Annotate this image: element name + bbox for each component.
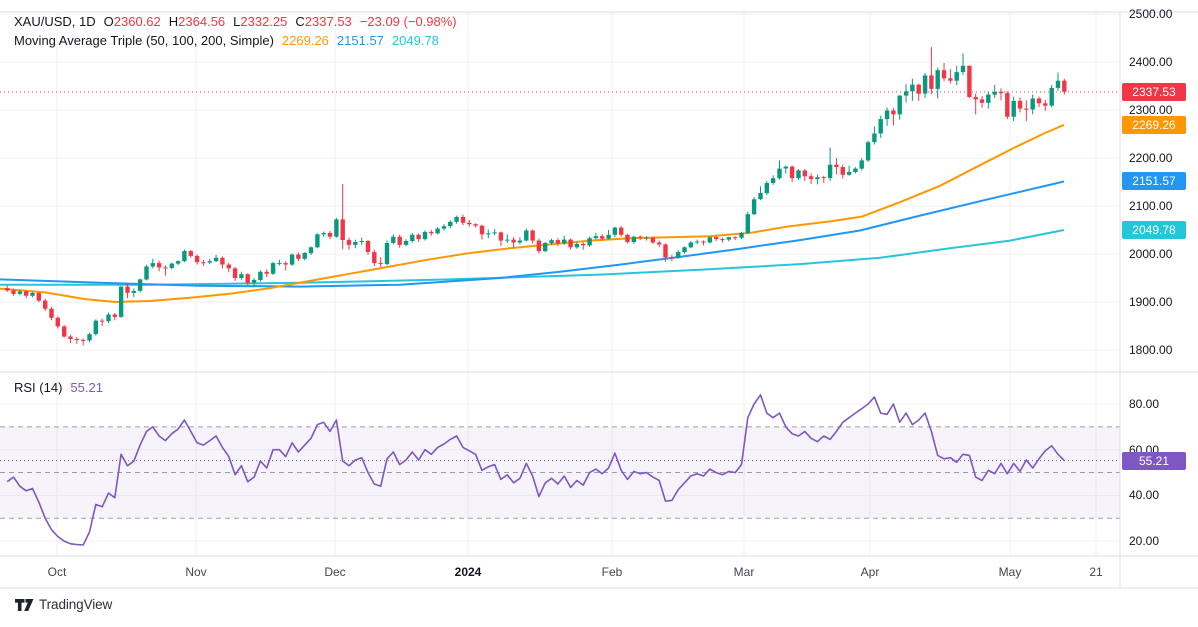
ohlc-label-o: O [103, 14, 114, 29]
time-tick-label: May [998, 565, 1022, 579]
rsi-indicator-title: RSI (14) [14, 380, 63, 395]
change-value: −23.09 (−0.98%) [359, 14, 457, 29]
rsi-badge: 55.21 [1122, 451, 1186, 470]
time-tick-label: Apr [860, 565, 880, 579]
price-badge: 2049.78 [1122, 221, 1186, 240]
tradingview-brand-text: TradingView [39, 597, 113, 612]
ohlc-label-l: L [233, 14, 241, 29]
ohlc-value-h: 2364.56 [178, 14, 226, 29]
time-tick-label: Dec [324, 565, 346, 579]
ma-value-200: 2049.78 [391, 33, 439, 48]
price-tick-label: 2200.00 [1129, 151, 1173, 165]
ma-indicator-legend-row[interactable]: Moving Average Triple (50, 100, 200, Sim… [14, 33, 447, 48]
ma-values: 2269.26 2151.57 2049.78 [282, 33, 447, 48]
price-tick-label: 2100.00 [1129, 199, 1173, 213]
symbol-legend-row[interactable]: XAU/USD, 1D O2360.62 H2364.56 L2332.25 C2337… [14, 14, 465, 29]
footer: TradingView [15, 597, 112, 612]
price-badge: 2151.57 [1122, 172, 1186, 191]
ma-indicator-title: Moving Average Triple (50, 100, 200, Sim… [14, 33, 274, 48]
ohlc-label-h: H [168, 14, 179, 29]
tradingview-logo[interactable]: TradingView [15, 597, 112, 612]
price-tick-label: 1900.00 [1129, 295, 1173, 309]
price-tick-label: 2500.00 [1129, 7, 1173, 21]
tradingview-logo-icon [15, 598, 34, 611]
price-badge: 2337.53 [1122, 82, 1186, 101]
price-tick-label: 2300.00 [1129, 103, 1173, 117]
time-tick-label: Nov [185, 565, 207, 579]
price-tick-label: 2000.00 [1129, 247, 1173, 261]
time-tick-label: Oct [47, 565, 67, 579]
rsi-tick-label: 20.00 [1129, 534, 1160, 549]
rsi-tick-label: 80.00 [1129, 397, 1160, 411]
rsi-value: 55.21 [70, 380, 103, 395]
ohlc-value-c: 2337.53 [304, 14, 352, 29]
time-tick-label: 2024 [454, 565, 482, 579]
ma-value-50: 2269.26 [281, 33, 329, 48]
time-tick-label: Feb [601, 565, 623, 579]
price-tick-label: 2400.00 [1129, 55, 1173, 69]
time-tick-label: 21 [1089, 565, 1103, 579]
time-tick-label: Mar [733, 565, 755, 579]
ohlc-label-c: C [295, 14, 305, 29]
ohlc-values: O2360.62 H2364.56 L2332.25 C2337.53 [104, 14, 360, 29]
symbol-title: XAU/USD, 1D [14, 14, 96, 29]
ohlc-value-l: 2332.25 [240, 14, 288, 29]
rsi-tick-label: 40.00 [1129, 488, 1160, 503]
rsi-indicator-legend-row[interactable]: RSI (14) 55.21 [14, 380, 111, 395]
ohlc-value-o: 2360.62 [113, 14, 161, 29]
ma-value-100: 2151.57 [336, 33, 384, 48]
price-badge: 2269.26 [1122, 115, 1186, 134]
price-tick-label: 1800.00 [1129, 343, 1173, 357]
